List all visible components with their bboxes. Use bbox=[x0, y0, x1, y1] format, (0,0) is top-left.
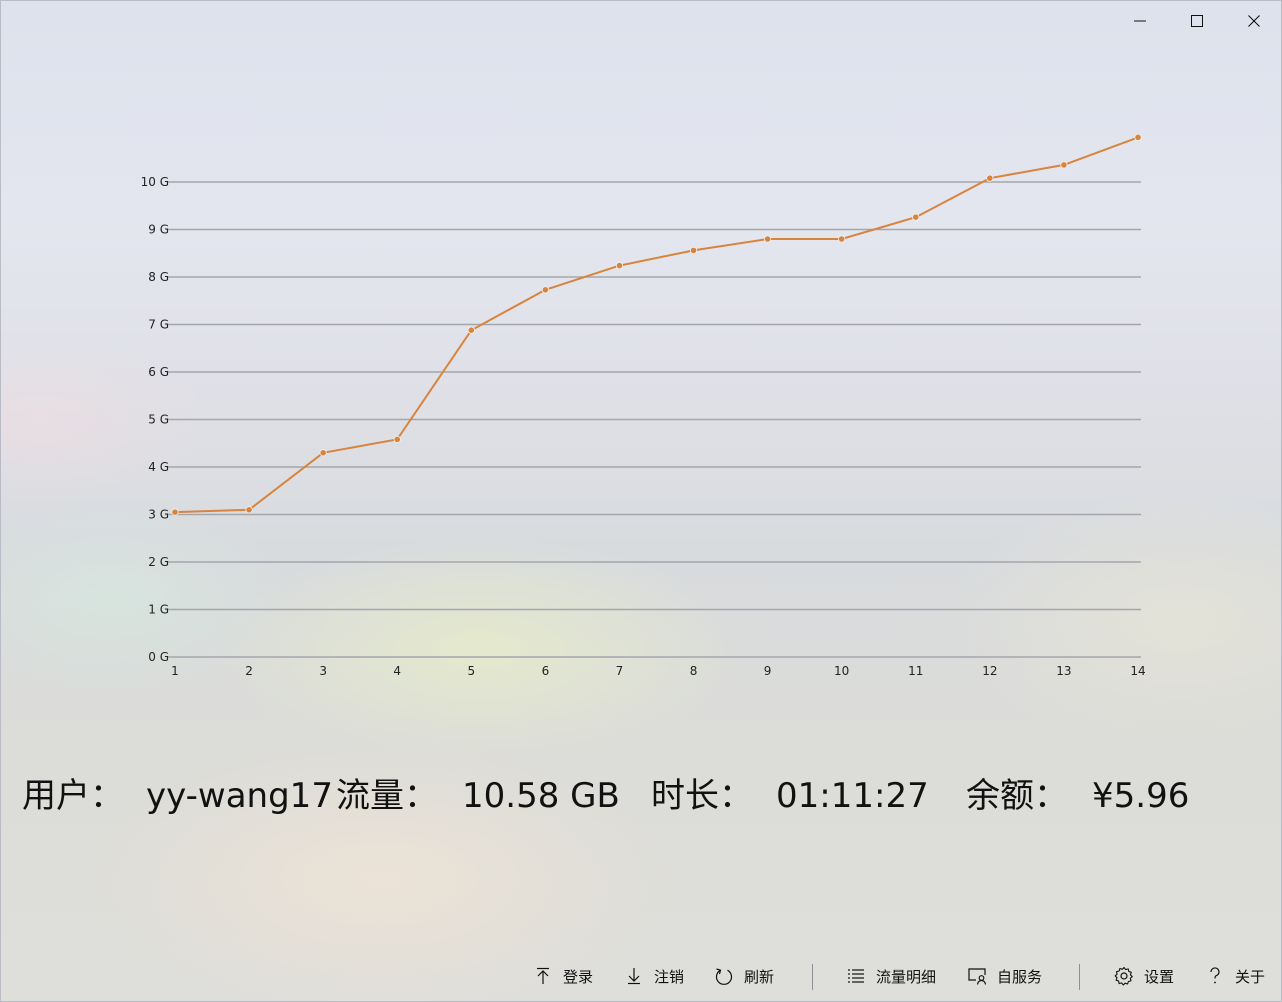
question-mark-icon bbox=[1205, 966, 1225, 986]
data-point bbox=[171, 508, 179, 516]
window-controls bbox=[1111, 0, 1282, 42]
x-tick-label: 5 bbox=[467, 664, 475, 678]
close-icon bbox=[1247, 15, 1260, 27]
refresh-label: 刷新 bbox=[744, 967, 775, 986]
gear-icon bbox=[1114, 966, 1134, 986]
refresh-icon bbox=[714, 966, 734, 986]
series-line bbox=[174, 136, 1139, 514]
x-tick-label: 1 bbox=[171, 664, 179, 678]
data-point bbox=[541, 286, 549, 294]
minimize-icon bbox=[1133, 20, 1146, 22]
close-button[interactable] bbox=[1225, 0, 1282, 42]
maximize-button[interactable] bbox=[1168, 0, 1225, 42]
y-axis-ticks: 0 G 1 G 2 G 3 G 4 G 5 G 6 G 7 G 8 G 9 G 10 G bbox=[141, 175, 169, 664]
settings-button[interactable]: 设置 bbox=[1114, 958, 1174, 994]
data-point bbox=[986, 174, 994, 182]
y-tick-label: 4 G bbox=[148, 460, 169, 474]
y-tick-label: 9 G bbox=[148, 223, 169, 237]
balance-value: ¥5.96 bbox=[1092, 776, 1190, 816]
x-tick-label: 13 bbox=[1056, 664, 1071, 678]
traffic-value: 10.58 GB bbox=[462, 776, 620, 816]
arrow-up-icon bbox=[533, 966, 553, 986]
x-tick-label: 6 bbox=[542, 664, 550, 678]
y-tick-label: 0 G bbox=[148, 650, 169, 664]
x-tick-label: 7 bbox=[616, 664, 624, 678]
x-tick-label: 10 bbox=[834, 664, 849, 678]
data-point bbox=[319, 449, 327, 457]
about-label: 关于 bbox=[1235, 967, 1266, 986]
list-icon bbox=[846, 966, 866, 986]
data-point bbox=[245, 506, 253, 514]
data-point bbox=[912, 213, 920, 221]
refresh-button[interactable]: 刷新 bbox=[714, 958, 774, 994]
x-tick-label: 8 bbox=[690, 664, 698, 678]
self-service-button[interactable]: 自服务 bbox=[967, 958, 1042, 994]
y-tick-label: 10 G bbox=[141, 175, 169, 189]
balance-label: 余额： bbox=[966, 776, 1068, 816]
y-tick-label: 1 G bbox=[148, 603, 169, 617]
login-button[interactable]: 登录 bbox=[533, 958, 593, 994]
y-tick-label: 2 G bbox=[148, 555, 169, 569]
x-tick-label: 14 bbox=[1130, 664, 1145, 678]
x-tick-label: 3 bbox=[319, 664, 327, 678]
logout-label: 注销 bbox=[654, 967, 685, 986]
data-point bbox=[1134, 133, 1142, 141]
login-label: 登录 bbox=[563, 967, 594, 986]
traffic-detail-label: 流量明细 bbox=[876, 967, 937, 986]
traffic-label: 流量： bbox=[336, 776, 438, 816]
y-tick-label: 6 G bbox=[148, 365, 169, 379]
y-tick-label: 8 G bbox=[148, 270, 169, 284]
y-tick-label: 7 G bbox=[148, 318, 169, 332]
duration-value: 01:11:27 bbox=[776, 776, 929, 816]
x-tick-label: 9 bbox=[764, 664, 772, 678]
data-point bbox=[393, 435, 401, 444]
x-tick-label: 11 bbox=[908, 664, 923, 678]
maximize-icon bbox=[1190, 15, 1203, 27]
bottom-toolbar: 登录 注销 刷新 流量明细 自服务 设置 关于 bbox=[0, 958, 1282, 994]
about-button[interactable]: 关于 bbox=[1205, 958, 1265, 994]
data-point bbox=[1060, 161, 1068, 169]
toolbar-divider bbox=[1079, 964, 1080, 990]
logout-button[interactable]: 注销 bbox=[624, 958, 684, 994]
user-label: 用户： bbox=[22, 776, 124, 816]
grid-lines bbox=[168, 181, 1141, 658]
user-value: yy-wang17 bbox=[146, 776, 333, 816]
data-point bbox=[615, 261, 624, 270]
self-service-label: 自服务 bbox=[997, 967, 1043, 986]
data-point bbox=[764, 235, 772, 243]
x-tick-label: 12 bbox=[982, 664, 997, 678]
settings-label: 设置 bbox=[1144, 967, 1175, 986]
duration-label: 时长： bbox=[651, 776, 753, 816]
arrow-down-icon bbox=[624, 966, 644, 986]
stats-row: 用户： yy-wang17 流量： 10.58 GB 时长： 01:11:27 … bbox=[0, 772, 1282, 820]
data-point bbox=[689, 246, 698, 254]
data-point bbox=[838, 235, 846, 243]
toolbar-divider bbox=[812, 964, 813, 990]
contact-screen-icon bbox=[967, 966, 987, 986]
minimize-button[interactable] bbox=[1111, 0, 1168, 42]
y-tick-label: 5 G bbox=[148, 413, 169, 427]
x-tick-label: 4 bbox=[393, 664, 401, 678]
y-tick-label: 3 G bbox=[148, 508, 169, 522]
x-tick-label: 2 bbox=[245, 664, 253, 678]
data-points bbox=[171, 133, 1142, 516]
traffic-detail-button[interactable]: 流量明细 bbox=[846, 958, 936, 994]
data-point bbox=[467, 326, 475, 334]
x-axis-ticks: 1 2 3 4 5 6 7 8 9 10 11 12 13 14 bbox=[171, 664, 1145, 678]
